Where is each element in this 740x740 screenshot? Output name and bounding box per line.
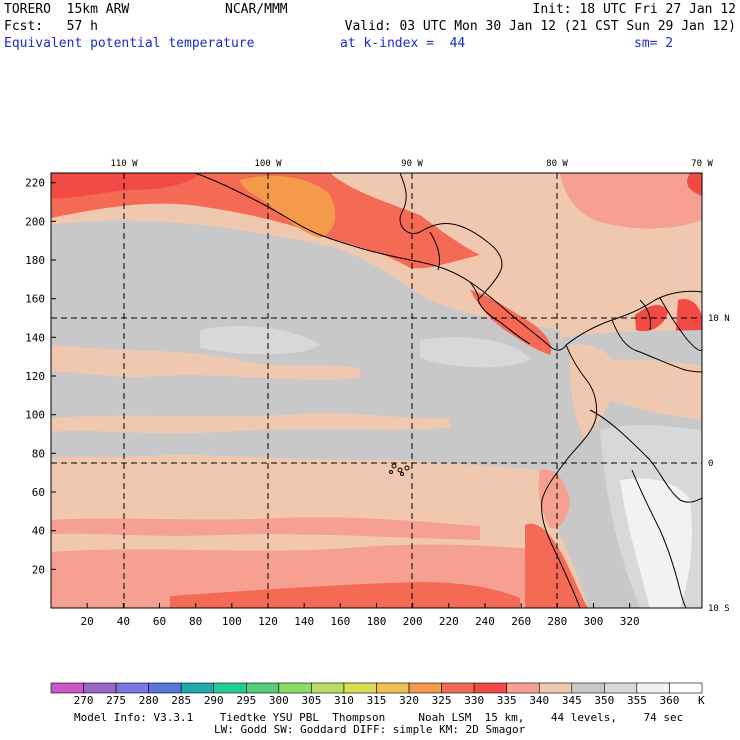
colorbar-unit: K	[698, 694, 705, 707]
x-tick-label: 20	[81, 615, 94, 628]
colorbar-swatch	[83, 682, 117, 694]
colorbar-swatch	[278, 682, 312, 694]
y-tick-label: 200	[25, 215, 45, 228]
colorbar-swatch	[180, 682, 215, 694]
init-time: Init: 18 UTC Fri 27 Jan 12	[532, 2, 737, 17]
colorbar-label: 330	[464, 694, 484, 707]
field-name: Equivalent potential temperature	[4, 36, 255, 51]
colorbar-label: 320	[399, 694, 419, 707]
y-tick-label: 220	[25, 177, 45, 190]
lat-label: 0	[708, 459, 713, 469]
x-tick-label: 220	[439, 615, 459, 628]
colorbar-label: 340	[529, 694, 549, 707]
colorbar-label: 325	[432, 694, 452, 707]
lon-label: 110 W	[110, 159, 138, 169]
colorbar-swatch	[636, 682, 670, 694]
colorbar-swatch	[538, 682, 573, 694]
colorbar-label: 355	[627, 694, 647, 707]
x-tick-label: 160	[330, 615, 350, 628]
colorbar-swatch	[473, 682, 507, 694]
coastlines	[194, 173, 702, 608]
colorbar-label: 310	[334, 694, 354, 707]
y-tick-label: 120	[25, 370, 45, 383]
lon-label: 90 W	[401, 159, 423, 169]
colorbar-label: 275	[106, 694, 126, 707]
x-tick-label: 320	[620, 615, 640, 628]
colorbar-label: 315	[367, 694, 387, 707]
x-tick-label: 260	[511, 615, 531, 628]
colorbar-swatch	[604, 682, 638, 694]
forecast-hour: Fcst: 57 h	[4, 19, 98, 34]
y-tick-label: 60	[32, 486, 45, 499]
x-tick-label: 80	[189, 615, 202, 628]
y-tick-label: 160	[25, 293, 45, 306]
longitude-labels: 110 W 100 W 90 W 80 W 70 W	[110, 159, 713, 169]
smoothing: sm= 2	[634, 36, 674, 51]
colorbar-swatch	[343, 682, 377, 694]
colorbar: 270 275 280 285 290 295 300 305 310 315 320 325 330 3…	[50, 682, 703, 707]
colorbar-swatch	[50, 682, 84, 694]
colorbar-swatch	[669, 682, 703, 694]
colorbar-swatch	[376, 682, 410, 694]
colorbar-label: 360	[660, 694, 680, 707]
x-tick-label: 60	[153, 615, 166, 628]
colorbar-swatch	[571, 682, 605, 694]
y-tick-label: 140	[25, 331, 45, 344]
y-tick-label: 180	[25, 254, 45, 267]
x-axis-ticks: 20 40 60 80 100 120 140 160 180 200 220 240 260 280 30…	[81, 603, 640, 628]
level-index: at k-index = 44	[340, 36, 466, 51]
lat-lon-grid	[51, 173, 702, 608]
x-tick-label: 100	[222, 615, 242, 628]
colorbar-label: 295	[236, 694, 256, 707]
lat-label: 10 S	[708, 604, 730, 614]
colorbar-swatch	[506, 682, 540, 694]
colorbar-label: 270	[74, 694, 94, 707]
colorbar-label: 285	[171, 694, 191, 707]
model-name: TORERO 15km ARW	[4, 2, 130, 17]
colorbar-label: 350	[594, 694, 614, 707]
x-tick-label: 240	[475, 615, 495, 628]
field-shading	[51, 173, 702, 608]
colorbar-swatch	[213, 682, 247, 694]
x-tick-label: 280	[547, 615, 567, 628]
y-tick-label: 80	[32, 447, 45, 460]
organization: NCAR/MMM	[225, 2, 288, 17]
colorbar-label: 290	[204, 694, 224, 707]
colorbar-swatch	[441, 682, 475, 694]
physics-info-line: LW: Godd SW: Goddard DIFF: simple KM: 2D…	[214, 723, 526, 736]
y-tick-label: 40	[32, 525, 45, 538]
x-tick-label: 180	[367, 615, 387, 628]
y-tick-label: 20	[32, 563, 45, 576]
lon-label: 100 W	[254, 159, 282, 169]
colorbar-label: 335	[497, 694, 517, 707]
lat-label: 10 N	[708, 314, 730, 324]
lon-label: 70 W	[691, 159, 713, 169]
colorbar-label: 280	[139, 694, 159, 707]
colorbar-swatch	[115, 682, 149, 694]
colorbar-swatch	[246, 682, 280, 694]
colorbar-label: 300	[269, 694, 289, 707]
x-tick-label: 120	[258, 615, 278, 628]
x-tick-label: 200	[403, 615, 423, 628]
x-tick-label: 40	[117, 615, 130, 628]
x-tick-label: 140	[294, 615, 314, 628]
lon-label: 80 W	[546, 159, 568, 169]
colorbar-swatch	[148, 682, 182, 694]
valid-time: Valid: 03 UTC Mon 30 Jan 12 (21 CST Sun …	[344, 19, 736, 34]
x-tick-label: 300	[584, 615, 604, 628]
model-info-line: Model Info: V3.3.1 Tiedtke YSU PBL Thomp…	[74, 711, 684, 724]
colorbar-label: 305	[301, 694, 321, 707]
y-tick-label: 100	[25, 409, 45, 422]
colorbar-swatch	[408, 682, 442, 694]
latitude-labels: 10 N 0 10 S	[708, 314, 730, 614]
colorbar-swatch	[311, 682, 345, 694]
colorbar-label: 345	[562, 694, 582, 707]
y-axis-ticks: 220 200 180 160 140 120 100 80 60 40 20	[25, 177, 56, 576]
